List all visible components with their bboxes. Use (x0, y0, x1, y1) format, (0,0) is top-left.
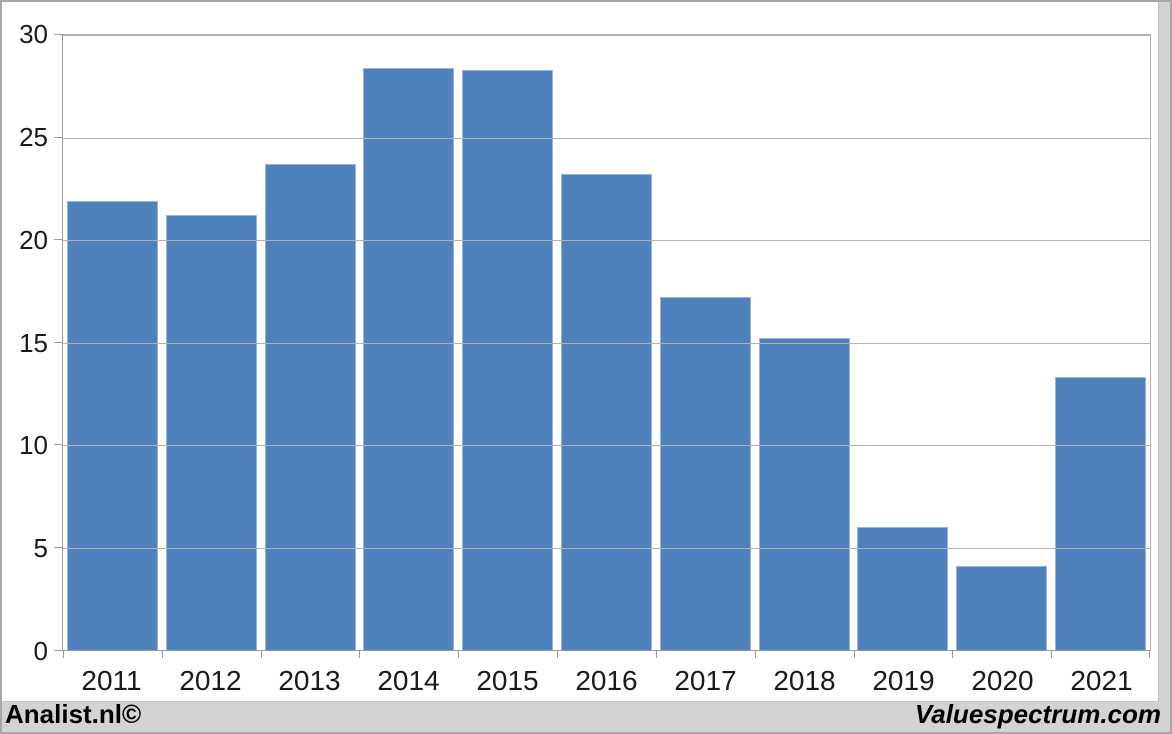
x-axis-tick-5 (557, 650, 559, 658)
valuespectrum-brand-label: Valuespectrum.com (914, 699, 1161, 729)
gridline-y-10 (63, 445, 1150, 447)
gridline-y-25 (63, 137, 1150, 139)
y-tick-label-0: 0 (33, 636, 48, 666)
y-axis-tick-10 (54, 444, 63, 446)
bar-slot-2013 (261, 35, 360, 650)
bar-2017 (659, 297, 751, 650)
footer-bar: Analist.nl© Valuespectrum.com (0, 699, 1172, 734)
x-tick-label-2014: 2014 (377, 665, 440, 696)
y-tick-label-30: 30 (19, 19, 48, 49)
bar-slot-2019 (854, 35, 953, 650)
bar-slot-2016 (557, 35, 656, 650)
bar-2016 (560, 174, 652, 650)
y-axis-tick-5 (54, 546, 63, 548)
bar-slot-2018 (755, 35, 854, 650)
gridline-y-5 (63, 547, 1150, 549)
bar-2020 (956, 565, 1048, 650)
y-tick-label-20: 20 (19, 224, 48, 255)
plot-area (54, 34, 1151, 658)
x-axis-tick-6 (655, 650, 657, 658)
gridline-y-30 (63, 35, 1150, 36)
x-axis-tick-11 (1149, 650, 1150, 658)
bar-slot-2014 (359, 35, 458, 650)
x-axis-tick-7 (754, 650, 756, 658)
x-tick-label-2016: 2016 (575, 665, 638, 696)
bar-2014 (363, 67, 455, 650)
x-tick-label-2012: 2012 (179, 665, 242, 696)
y-axis-tick-30 (54, 34, 63, 35)
x-tick-label-2011: 2011 (81, 665, 142, 696)
y-tick-label-25: 25 (19, 121, 48, 152)
x-axis-labels: 2011 2012 2013 2014 2015 2016 2017 2018 2019 2020… (62, 666, 1151, 696)
bar-slot-2021 (1051, 35, 1150, 650)
x-tick-label-2019: 2019 (872, 665, 935, 696)
bar-2021 (1055, 377, 1147, 650)
y-axis-tick-25 (54, 136, 63, 138)
x-axis-tick-1 (161, 650, 163, 658)
x-tick-label-2013: 2013 (278, 665, 341, 696)
gridline-y-15 (63, 342, 1150, 344)
y-axis-tick-0 (54, 650, 63, 651)
bar-2019 (857, 527, 949, 650)
x-axis-tick-4 (458, 650, 460, 658)
y-axis-tick-15 (54, 341, 63, 343)
bar-2012 (165, 215, 257, 650)
x-axis-tick-0 (63, 650, 64, 658)
gridline-y-20 (63, 240, 1150, 242)
bars-container (63, 35, 1150, 650)
x-tick-label-2018: 2018 (773, 665, 836, 696)
x-tick-label-2017: 2017 (674, 665, 737, 696)
bar-2018 (758, 338, 850, 650)
x-axis-tick-10 (1051, 650, 1053, 658)
bar-slot-2011 (63, 35, 162, 650)
y-tick-label-15: 15 (19, 327, 48, 358)
bar-2011 (66, 201, 158, 650)
x-tick-label-2021: 2021 (1070, 665, 1133, 696)
y-tick-label-10: 10 (19, 430, 48, 461)
bar-slot-2017 (656, 35, 755, 650)
bar-slot-2015 (458, 35, 557, 650)
analist-brand-label: Analist.nl© (5, 699, 142, 729)
x-axis-tick-3 (359, 650, 361, 658)
y-axis-tick-20 (54, 239, 63, 241)
bar-2013 (264, 164, 356, 650)
bar-slot-2020 (952, 35, 1051, 650)
y-tick-label-5: 5 (33, 533, 48, 564)
chart-panel: 0 5 10 15 20 25 30 2011 2012 2013 2014 2015 2016 201… (2, 2, 1159, 702)
x-axis-tick-8 (853, 650, 855, 658)
x-axis-tick-2 (260, 650, 262, 658)
bar-slot-2012 (162, 35, 261, 650)
x-tick-label-2015: 2015 (476, 665, 539, 696)
x-axis-tick-9 (952, 650, 954, 658)
y-axis-labels: 0 5 10 15 20 25 30 (2, 21, 48, 664)
x-tick-label-2020: 2020 (971, 665, 1034, 696)
bar-2015 (462, 69, 554, 650)
